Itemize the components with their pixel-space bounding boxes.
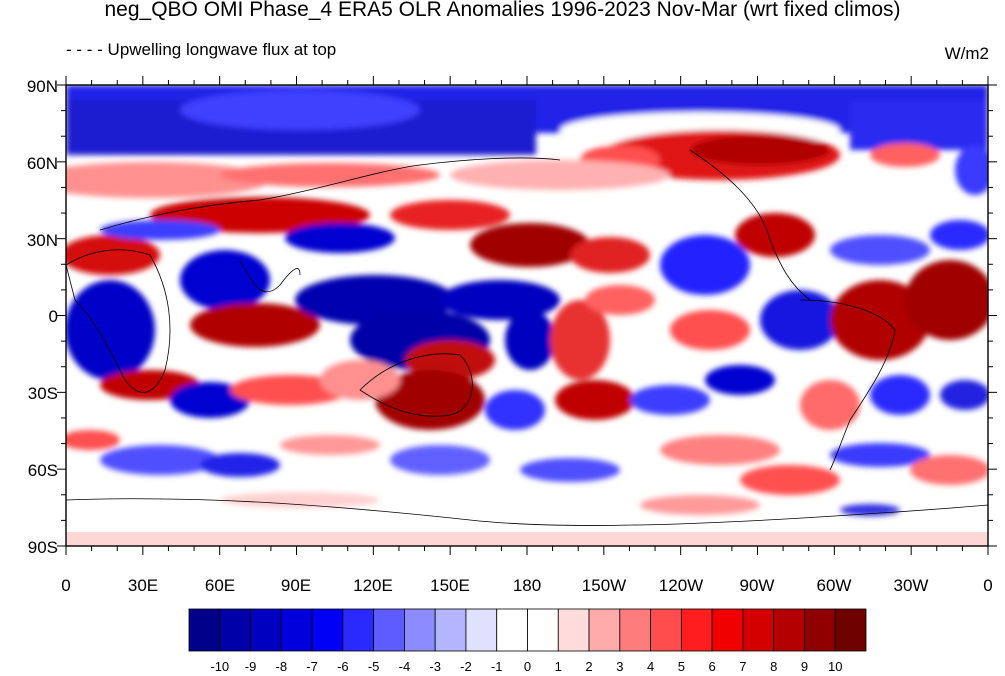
- x-tick-label: 150E: [430, 576, 470, 595]
- colorbar-swatch: [711, 608, 744, 652]
- colorbar-label: -4: [399, 659, 411, 674]
- colorbar-swatch: [188, 608, 221, 652]
- colorbar-label: 4: [647, 659, 654, 674]
- colorbar-swatch: [834, 608, 867, 652]
- colorbar-label: -2: [460, 659, 472, 674]
- colorbar-label: 1: [555, 659, 562, 674]
- colorbar-swatch: [250, 608, 282, 652]
- x-tick-label: 90W: [740, 576, 775, 595]
- x-tick-label: 180: [513, 576, 541, 595]
- colorbar-label: 2: [585, 659, 592, 674]
- colorbar-swatch: [311, 608, 344, 652]
- colorbar-label: -10: [210, 659, 229, 674]
- map-title: neg_QBO OMI Phase_4 ERA5 OLR Anomalies 1…: [104, 0, 901, 21]
- colorbar-label: -9: [245, 659, 257, 674]
- colorbar-label: -5: [368, 659, 380, 674]
- colorbar-swatch: [773, 608, 805, 652]
- tick-marks: [57, 76, 997, 555]
- colorbar-label: -8: [276, 659, 288, 674]
- colorbar-swatch: [342, 608, 375, 652]
- colorbar-swatch: [465, 608, 498, 652]
- x-tick-label: 30E: [128, 576, 158, 595]
- legend-line-text: - - - - Upwelling longwave flux at top: [66, 40, 337, 59]
- colorbar-swatch: [434, 608, 467, 652]
- colorbar-swatch: [680, 608, 713, 652]
- colorbar-swatch: [557, 608, 590, 652]
- coastlines: [66, 149, 988, 526]
- colorbar-label: -1: [491, 659, 503, 674]
- y-tick-label: 90S: [28, 538, 58, 557]
- x-tick-label: 120W: [659, 576, 703, 595]
- colorbar-label: 10: [828, 659, 842, 674]
- y-tick-label: 60S: [28, 461, 58, 480]
- units-label: W/m2: [944, 44, 989, 63]
- colorbar-swatch: [219, 608, 251, 652]
- x-tick-label: 150W: [582, 576, 626, 595]
- colorbar-swatch: [496, 608, 528, 652]
- colorbar-label: 0: [524, 659, 531, 674]
- colorbar-swatch: [804, 608, 836, 652]
- colorbar-label: -3: [429, 659, 441, 674]
- colorbar: [188, 608, 867, 652]
- colorbar-label: 5: [678, 659, 685, 674]
- colorbar-label: 7: [739, 659, 746, 674]
- colorbar-labels: -10 -9 -8 -7 -6 -5 -4 -3 -2 -1 0 1 2 3 4 5 6 7 8 9 10: [210, 659, 842, 674]
- x-tick-label: 30W: [894, 576, 929, 595]
- colorbar-label: 3: [616, 659, 623, 674]
- colorbar-swatch: [373, 608, 405, 652]
- colorbar-label: -7: [306, 659, 318, 674]
- colorbar-swatch: [588, 608, 621, 652]
- colorbar-label: 6: [709, 659, 716, 674]
- y-tick-label: 30S: [28, 384, 58, 403]
- anomaly-field: [66, 85, 988, 546]
- y-tick-label: 90N: [27, 77, 58, 96]
- y-tick-label: 0: [49, 307, 58, 326]
- colorbar-swatch: [527, 608, 559, 652]
- colorbar-label: 9: [801, 659, 808, 674]
- colorbar-swatch: [650, 608, 682, 652]
- colorbar-swatch: [280, 608, 313, 652]
- x-tick-label: 120E: [353, 576, 393, 595]
- x-tick-label: 90E: [281, 576, 311, 595]
- x-tick-label: 0: [983, 576, 992, 595]
- x-tick-label: 60E: [205, 576, 235, 595]
- colorbar-label: 8: [770, 659, 777, 674]
- x-tick-label: 60W: [817, 576, 852, 595]
- y-tick-label: 30N: [27, 231, 58, 250]
- colorbar-swatch: [742, 608, 775, 652]
- colorbar-swatch: [404, 608, 436, 652]
- y-tick-label: 60N: [27, 154, 58, 173]
- colorbar-swatch: [619, 608, 651, 652]
- x-tick-label: 0: [61, 576, 70, 595]
- colorbar-label: -6: [337, 659, 349, 674]
